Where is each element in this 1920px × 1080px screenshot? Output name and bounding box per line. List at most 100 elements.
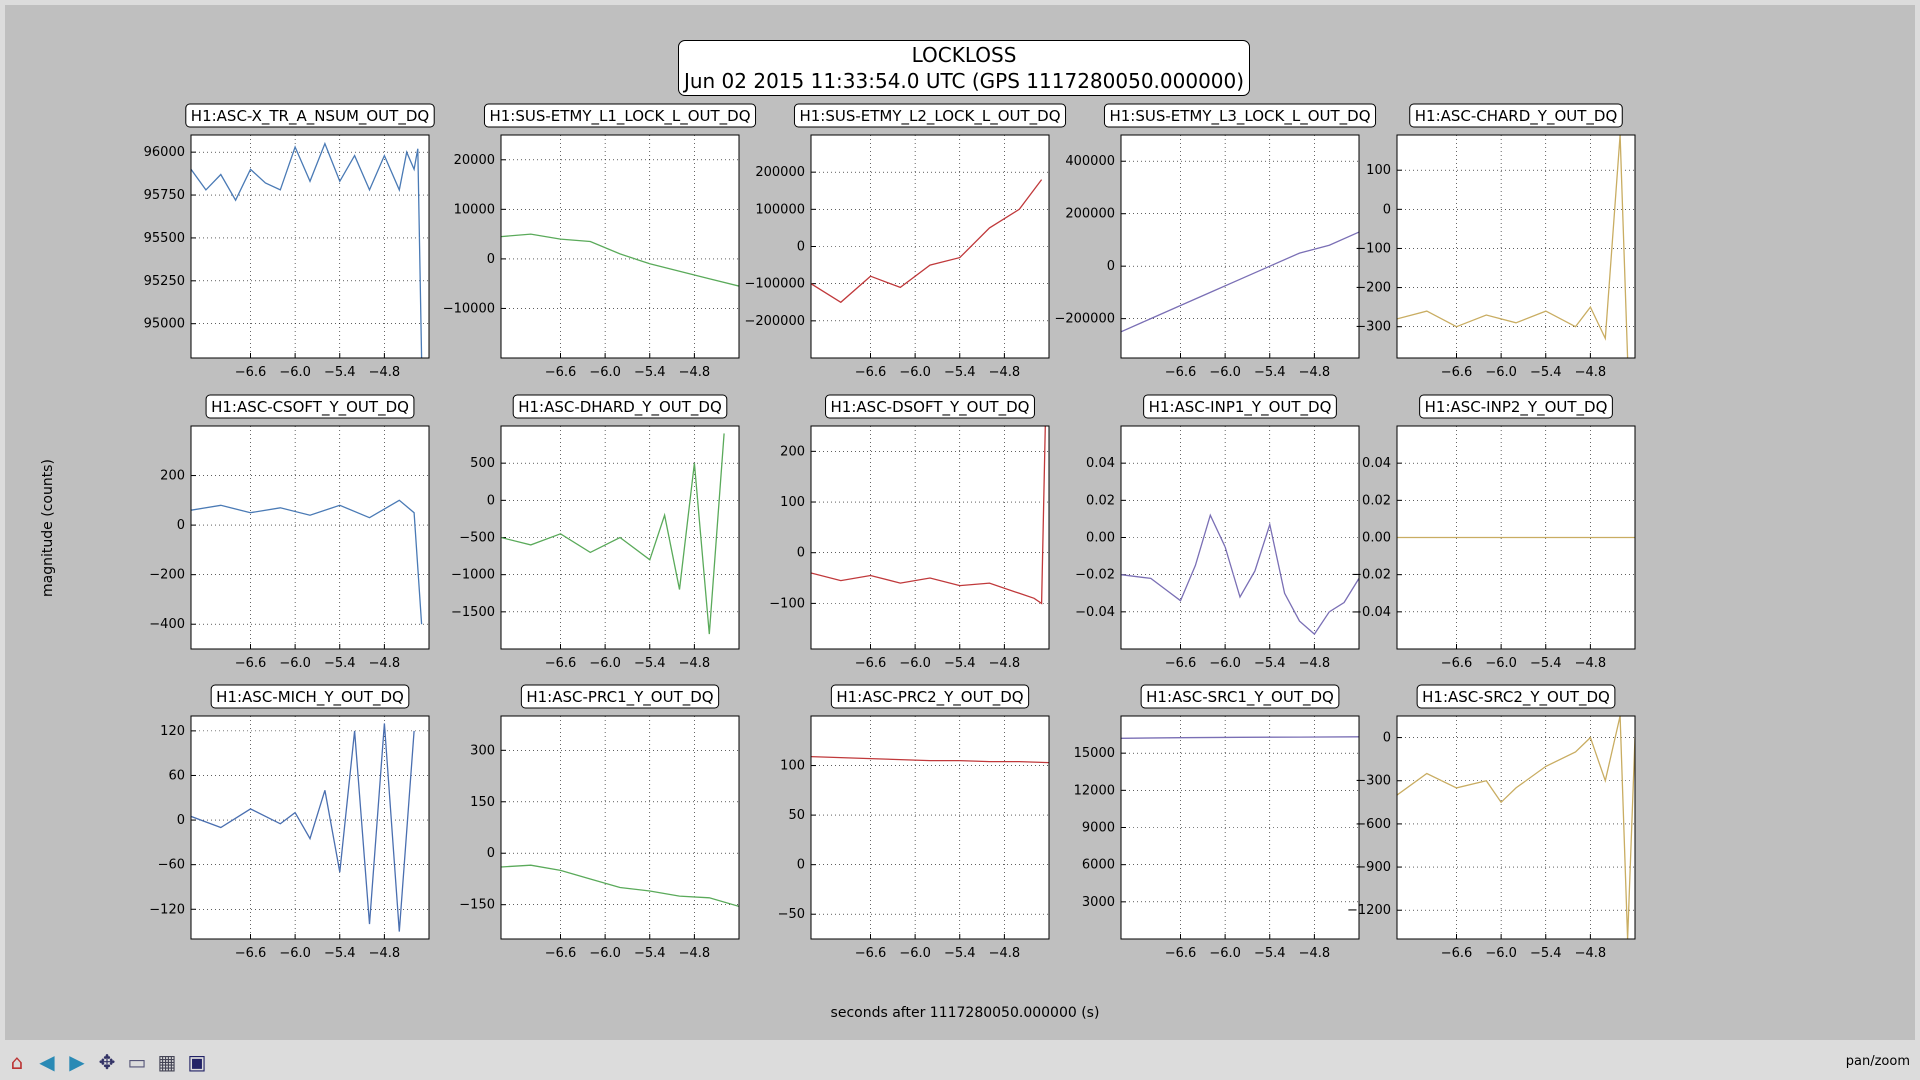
y-tick-label: −100: [1355, 241, 1391, 256]
back-button[interactable]: ◀: [34, 1049, 60, 1075]
subplot-13[interactable]: −6.6 −6.0 −5.4 −4.8 100 50 0 −50 H1:ASC-PRC2_Y_O…: [778, 684, 1050, 961]
subplot-title-box: [520, 684, 720, 709]
y-tick-label: 0: [177, 518, 185, 533]
y-tick-label: 95250: [144, 274, 185, 289]
y-tick-label: −300: [1355, 774, 1391, 789]
x-tick-label: −4.8: [1299, 946, 1331, 961]
x-tick-label: −6.0: [279, 656, 311, 671]
subplot-3[interactable]: −6.6 −6.0 −5.4 −4.8 200000 100000 0 −100000 −200…: [744, 103, 1067, 380]
y-tick-label: 95750: [144, 188, 185, 203]
y-tick-label: 200000: [1065, 207, 1115, 222]
zoom-button[interactable]: ▭: [124, 1049, 150, 1075]
subplot-5[interactable]: −6.6 −6.0 −5.4 −4.8 100 0 −100 −200 −300 H1:ASC-C…: [1355, 103, 1636, 380]
subplot-title: H1:ASC-INP2_Y_OUT_DQ: [1425, 398, 1608, 417]
y-tick-label: 6000: [1082, 858, 1115, 873]
y-tick-label: −200: [149, 568, 185, 583]
subplot-10[interactable]: −6.6 −6.0 −5.4 −4.8 0.04 0.02 0.00 −0.02 −0.04 H1…: [1351, 394, 1636, 671]
subplot-11[interactable]: −6.6 −6.0 −5.4 −4.8 120 60 0 −60 −120 H1:ASC-MICH…: [149, 684, 430, 961]
x-tick-label: −6.0: [279, 365, 311, 380]
subplot-6[interactable]: −6.6 −6.0 −5.4 −4.8 200 0 −200 −400 H1:ASC-CSOFT…: [149, 394, 430, 671]
subplot-title: H1:ASC-PRC1_Y_OUT_DQ: [526, 688, 713, 707]
x-tick-label: −6.6: [1165, 656, 1197, 671]
axes-frame: [810, 425, 1050, 650]
x-tick-label: −5.4: [634, 365, 666, 380]
x-tick-label: −6.6: [855, 946, 887, 961]
axes-background: [501, 716, 739, 939]
forward-button[interactable]: ▶: [64, 1049, 90, 1075]
subplot-title: H1:ASC-DHARD_Y_OUT_DQ: [518, 398, 722, 417]
series-line: [1397, 135, 1629, 358]
y-tick-label: 100000: [755, 202, 805, 217]
subplot-15[interactable]: −6.6 −6.0 −5.4 −4.8 0 −300 −600 −900 −1200 H1:ASC…: [1347, 684, 1636, 961]
y-tick-label: −120: [149, 902, 185, 917]
y-tick-label: −500: [459, 531, 495, 546]
x-tick-label: −6.0: [589, 365, 621, 380]
axes-frame: [1120, 134, 1360, 359]
subplot-title-box: [483, 103, 757, 128]
y-tick-label: −150: [459, 898, 495, 913]
axes-background: [1121, 135, 1359, 358]
y-tick-label: −0.02: [1075, 568, 1115, 583]
x-tick-label: −6.6: [855, 656, 887, 671]
series-line: [1121, 231, 1359, 333]
y-tick-label: −0.02: [1351, 568, 1391, 583]
x-tick-label: −5.4: [1254, 365, 1286, 380]
y-tick-label: 0.00: [1086, 531, 1115, 546]
subplot-title-box: [1103, 103, 1377, 128]
axes-frame: [810, 134, 1050, 359]
x-tick-label: −6.6: [235, 946, 267, 961]
axes-background: [811, 426, 1049, 649]
y-tick-label: 96000: [144, 145, 185, 160]
figure-canvas: LOCKLOSS Jun 02 2015 11:33:54.0 UTC (GPS…: [5, 5, 1915, 1040]
subplot-12[interactable]: −6.6 −6.0 −5.4 −4.8 300 150 0 −150 H1:ASC-PRC1_Y…: [459, 684, 740, 961]
figure-title-line2: Jun 02 2015 11:33:54.0 UTC (GPS 11172800…: [683, 69, 1245, 93]
subplots-button[interactable]: ▦: [154, 1049, 180, 1075]
subplot-title-box: [512, 394, 728, 419]
axes-background: [191, 426, 429, 649]
y-tick-label: 9000: [1082, 821, 1115, 836]
axes-background: [1397, 716, 1635, 939]
y-tick-label: −300: [1355, 320, 1391, 335]
y-tick-label: −100000: [744, 277, 805, 292]
y-tick-label: −200: [1355, 281, 1391, 296]
series-line: [811, 755, 1049, 764]
axes-frame: [810, 715, 1050, 940]
subplot-7[interactable]: −6.6 −6.0 −5.4 −4.8 500 0 −500 −1000 −1500 H1:ASC…: [451, 394, 740, 671]
subplot-1[interactable]: −6.6 −6.0 −5.4 −4.8 96000 95750 95500 95250 9500…: [144, 103, 435, 380]
subplot-title-box: [1416, 684, 1616, 709]
x-tick-label: −6.6: [545, 946, 577, 961]
save-button[interactable]: ▣: [184, 1049, 210, 1075]
axes-frame: [500, 134, 740, 359]
x-tick-label: −5.4: [634, 656, 666, 671]
subplot-2[interactable]: −6.6 −6.0 −5.4 −4.8 20000 10000 0 −10000 H1:SUS-…: [443, 103, 757, 380]
x-tick-label: −5.4: [324, 946, 356, 961]
x-tick-label: −5.4: [944, 656, 976, 671]
y-tick-label: −0.04: [1351, 605, 1391, 620]
y-tick-label: 0: [797, 858, 805, 873]
zoom-icon: ▭: [127, 1050, 147, 1074]
x-tick-label: −5.4: [634, 946, 666, 961]
subplot-title-box: [185, 103, 435, 128]
axes-frame: [500, 425, 740, 650]
subplot-4[interactable]: −6.6 −6.0 −5.4 −4.8 400000 200000 0 −200000 H1:S…: [1054, 103, 1377, 380]
forward-icon: ▶: [69, 1050, 85, 1074]
y-tick-label: 0: [797, 240, 805, 255]
home-button[interactable]: ⌂: [4, 1049, 30, 1075]
x-tick-label: −5.4: [1254, 946, 1286, 961]
subplot-8[interactable]: −6.6 −6.0 −5.4 −4.8 200 100 0 −100 H1:ASC-DSOFT_…: [769, 394, 1050, 671]
figure-title-line1: LOCKLOSS: [911, 43, 1017, 67]
subplot-9[interactable]: −6.6 −6.0 −5.4 −4.8 0.04 0.02 0.00 −0.02 −0.04 H1…: [1075, 394, 1360, 671]
x-tick-label: −6.6: [235, 365, 267, 380]
subplot-title-box: [1143, 394, 1337, 419]
plot-grid[interactable]: −6.6 −6.0 −5.4 −4.8 96000 95750 95500 95250 9500…: [5, 5, 1915, 1040]
y-tick-label: −1000: [451, 568, 495, 583]
subplot-title: H1:ASC-MICH_Y_OUT_DQ: [216, 688, 404, 707]
save-icon: ▣: [187, 1050, 207, 1074]
pan-button[interactable]: ✥: [94, 1049, 120, 1075]
axes-frame: [1396, 425, 1636, 650]
subplot-title-box: [793, 103, 1067, 128]
subplot-14[interactable]: −6.6 −6.0 −5.4 −4.8 15000 12000 9000 6000 3000 H1…: [1074, 684, 1360, 961]
x-tick-label: −4.8: [1299, 656, 1331, 671]
y-tick-label: 20000: [454, 153, 495, 168]
y-tick-label: 0: [177, 813, 185, 828]
